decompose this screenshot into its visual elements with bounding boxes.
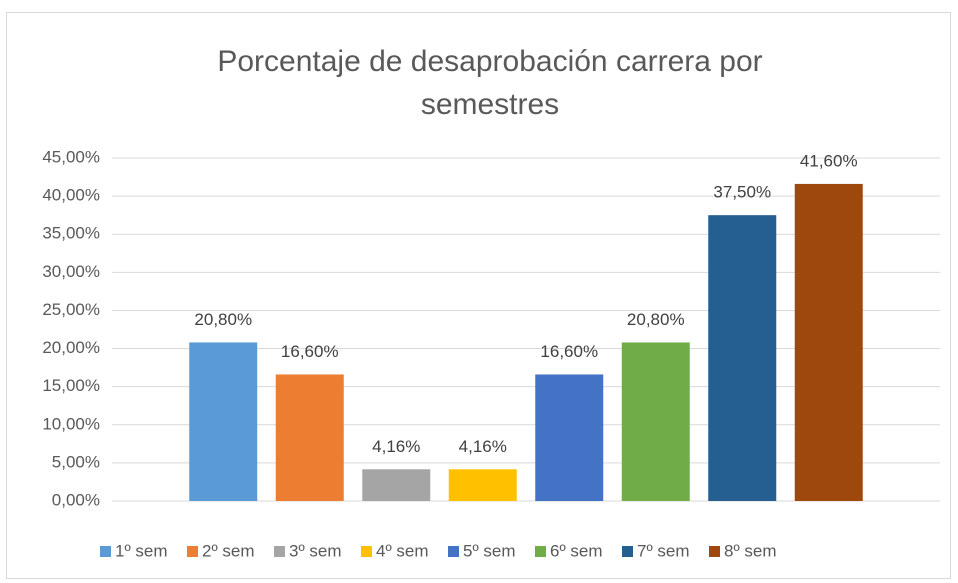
legend-label: 2º sem [202, 541, 255, 560]
y-tick-label: 45,00% [42, 147, 100, 166]
legend-label: 5º sem [463, 541, 516, 560]
legend-swatch [274, 546, 285, 557]
legend-swatch [361, 546, 372, 557]
y-tick-label: 30,00% [42, 262, 100, 281]
bar [621, 342, 690, 501]
legend-swatch [100, 546, 111, 557]
legend-swatch [535, 546, 546, 557]
legend-label: 1º sem [115, 541, 168, 560]
legend-label: 7º sem [637, 541, 690, 560]
data-label: 4,16% [372, 437, 420, 456]
bar [362, 469, 431, 501]
y-tick-label: 35,00% [42, 224, 100, 243]
data-label: 37,50% [713, 183, 771, 202]
data-label: 4,16% [459, 437, 507, 456]
legend-swatch [187, 546, 198, 557]
bar [708, 215, 777, 501]
bar [189, 342, 258, 501]
data-label: 20,80% [627, 310, 685, 329]
data-label: 16,60% [281, 342, 339, 361]
chart-title: Porcentaje de desaprobación carrera por … [217, 45, 763, 121]
y-tick-label: 20,00% [42, 338, 100, 357]
y-tick-label: 5,00% [52, 452, 100, 471]
bar [275, 374, 344, 501]
y-tick-label: 15,00% [42, 376, 100, 395]
legend-swatch [448, 546, 459, 557]
y-tick-label: 10,00% [42, 414, 100, 433]
bar [535, 374, 604, 501]
bar [448, 469, 517, 501]
y-tick-label: 40,00% [42, 186, 100, 205]
legend-label: 8º sem [724, 541, 777, 560]
legend-label: 6º sem [550, 541, 603, 560]
data-label: 41,60% [800, 151, 858, 170]
y-tick-label: 25,00% [42, 300, 100, 319]
y-tick-label: 0,00% [52, 490, 100, 509]
data-label: 16,60% [540, 342, 598, 361]
legend-swatch [709, 546, 720, 557]
data-label: 20,80% [194, 310, 252, 329]
bar [794, 183, 863, 501]
legend-swatch [622, 546, 633, 557]
legend-label: 4º sem [376, 541, 429, 560]
legend-label: 3º sem [289, 541, 342, 560]
